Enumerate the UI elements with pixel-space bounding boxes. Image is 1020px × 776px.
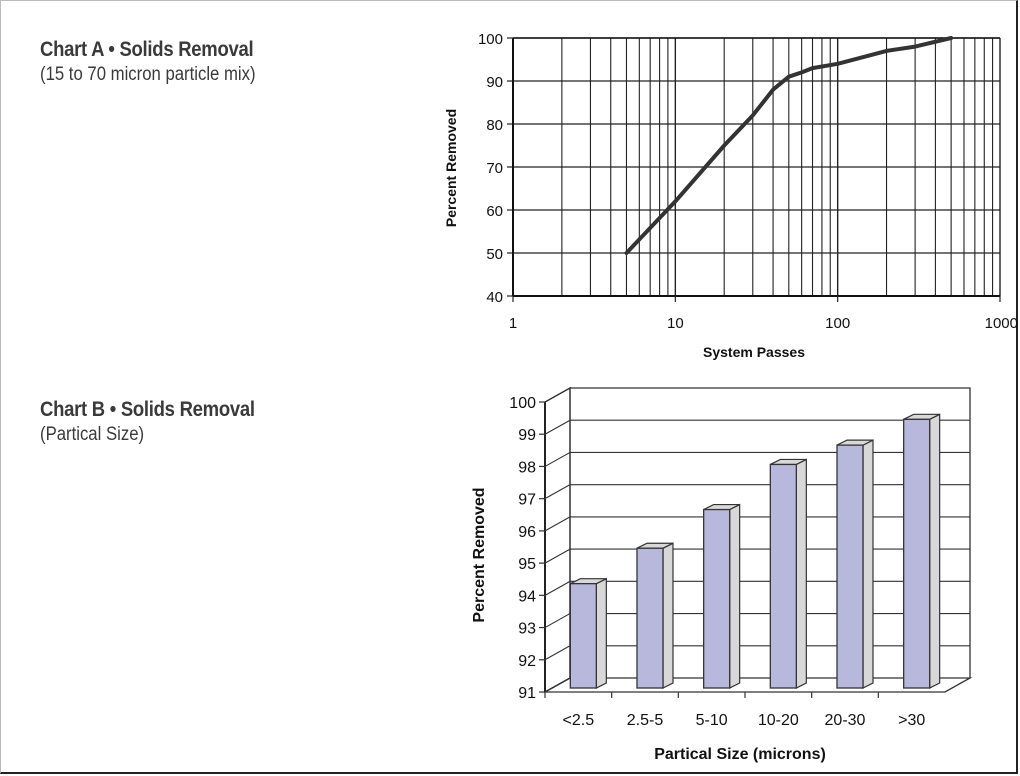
- chart-a-ytick-label: 70: [486, 160, 503, 177]
- chart-a-xtick-label: 1000: [985, 315, 1018, 332]
- chart-b-x-axis-label: Partical Size (microns): [654, 746, 826, 763]
- chart-b-bar-side: [929, 413, 941, 689]
- chart-b-bar: [569, 583, 597, 689]
- chart-b-ytick-label: 95: [518, 556, 536, 573]
- chart-b-side-wall: [544, 386, 571, 694]
- chart-b-side-grid: [544, 645, 571, 661]
- chart-a-ytick-label: 40: [486, 289, 503, 306]
- chart-b-bar: [703, 508, 731, 689]
- chart-a-ytick-label: 80: [486, 117, 503, 134]
- chart-a-series-line: [624, 36, 954, 255]
- chart-a-xtick-label: 1: [509, 315, 517, 332]
- chart-b-xtick-label: 20-30: [825, 712, 866, 729]
- chart-a-xtick-label: 100: [825, 315, 850, 332]
- chart-b-ytick-label: 93: [518, 621, 536, 638]
- chart-a-ytick-label: 100: [478, 31, 503, 48]
- chart-b-subtitle: (Partical Size): [40, 424, 145, 445]
- chart-b-side-grid: [544, 419, 571, 435]
- chart-a-heading: Chart A • Solids Removal (15 to 70 micro…: [40, 38, 285, 86]
- chart-b-x-tick-labels: <2.5 2.5-5 5-10 10-20 20-30 >30: [544, 692, 925, 729]
- chart-b-ytick-label: 99: [518, 427, 536, 444]
- chart-a-y-axis-label: Percent Removed: [443, 109, 459, 227]
- chart-b-xtick-label: 10-20: [758, 712, 799, 729]
- chart-b-xtick-label: 2.5-5: [627, 712, 664, 729]
- chart-b-bar-side: [862, 439, 874, 689]
- chart-a-xtick-label: 10: [667, 315, 684, 332]
- chart-a-x-axis-label: System Passes: [703, 344, 805, 360]
- chart-b-xtick-label: 5-10: [696, 712, 728, 729]
- chart-b-side-grid: [544, 387, 571, 403]
- chart-b-side-grid: [544, 580, 571, 596]
- chart-a-axes: [507, 37, 1001, 302]
- chart-a-ytick-label: 50: [486, 246, 503, 263]
- chart-b-ytick-label: 92: [518, 653, 536, 670]
- chart-b-ytick-label: 91: [518, 685, 536, 702]
- chart-a-ytick-label: 90: [486, 74, 503, 91]
- chart-b-y-tick-labels: 91 92 93 94 95 96 97 98 99 100: [509, 395, 536, 702]
- chart-b-side-grid: [544, 613, 571, 629]
- chart-b-bars: [569, 413, 941, 689]
- chart-a-subtitle: (15 to 70 micron particle mix): [40, 64, 256, 85]
- chart-b-ytick-label: 100: [509, 395, 536, 412]
- chart-b-bar: [903, 418, 931, 689]
- chart-b-bar-side: [729, 503, 741, 689]
- chart-b-ytick-label: 98: [518, 459, 536, 476]
- chart-b-bar-side: [662, 542, 674, 689]
- chart-b-ytick-label: 96: [518, 524, 536, 541]
- chart-b-ytick-label: 97: [518, 492, 536, 509]
- chart-b-heading: Chart B • Solids Removal (Partical Size): [40, 398, 284, 446]
- chart-b-xtick-label: >30: [898, 712, 925, 729]
- chart-b-title: Chart B • Solids Removal: [40, 398, 255, 421]
- chart-a-title: Chart A • Solids Removal: [40, 38, 254, 61]
- chart-b-bar: [636, 547, 664, 689]
- chart-a-ytick-label: 60: [486, 203, 503, 220]
- chart-a-gridlines: [512, 37, 1001, 297]
- chart-b-side-grid: [544, 677, 571, 693]
- chart-b-side-grid: [544, 516, 571, 532]
- chart-b-xtick-label: <2.5: [563, 712, 595, 729]
- chart-b-side-grid: [544, 484, 571, 500]
- chart-b-y-axis-label: Percent Removed: [471, 487, 488, 622]
- chart-b-bar: [836, 444, 864, 689]
- chart-b-bar-side: [595, 577, 607, 689]
- chart-b-side-grid: [544, 451, 571, 467]
- chart-b-ytick-label: 94: [518, 588, 536, 605]
- chart-b-bar: [769, 463, 797, 689]
- chart-b-bar-side: [795, 458, 807, 689]
- chart-b-side-grid: [544, 548, 571, 564]
